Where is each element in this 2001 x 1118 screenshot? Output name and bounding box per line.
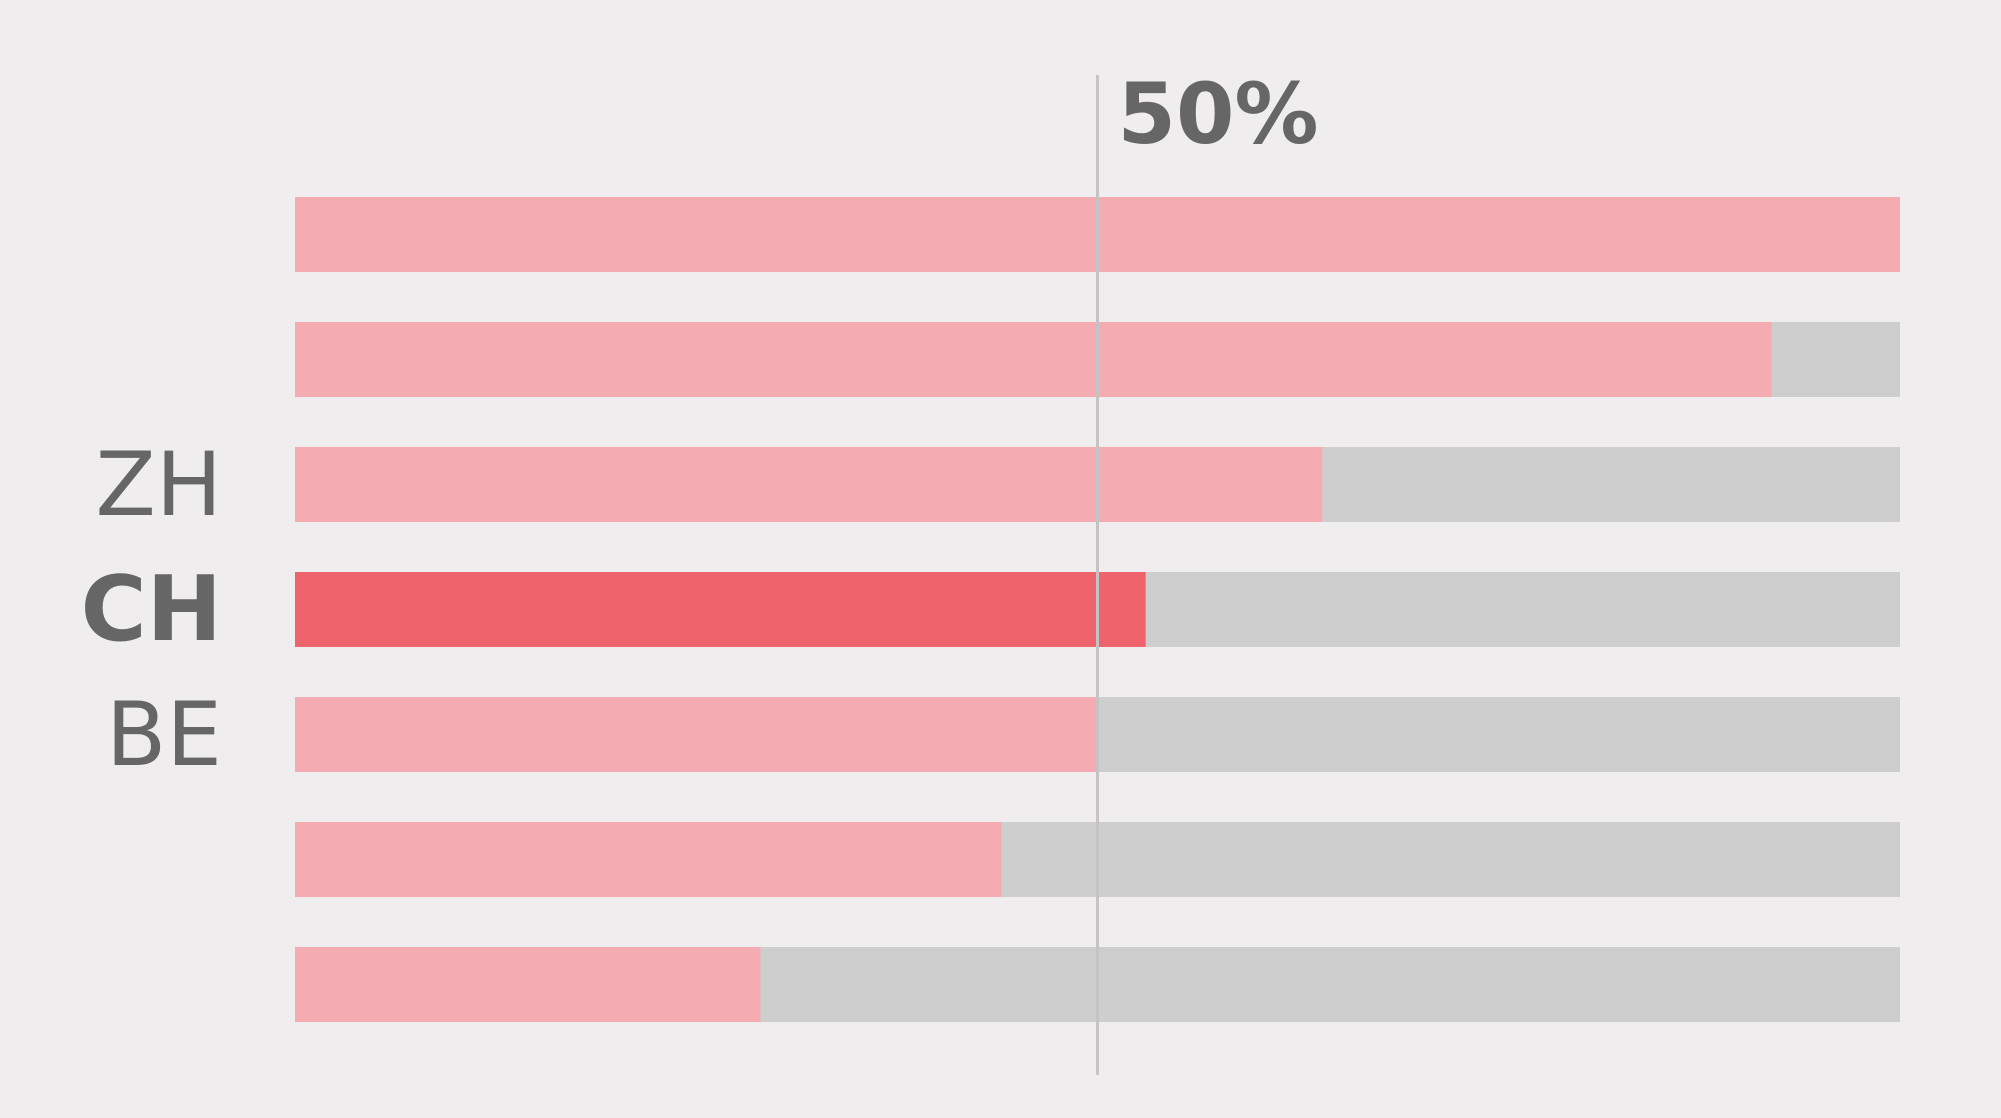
bar-highlight bbox=[295, 572, 1146, 647]
row-label-zh: ZH bbox=[96, 433, 222, 536]
row-label-be: BE bbox=[106, 683, 222, 786]
bar bbox=[295, 322, 1772, 397]
bar bbox=[295, 822, 1002, 897]
bar bbox=[295, 447, 1323, 522]
bar bbox=[295, 697, 1098, 772]
bar bbox=[295, 947, 761, 1022]
row-label-ch: CH bbox=[81, 557, 222, 662]
reference-line-label: 50% bbox=[1118, 65, 1319, 163]
row-labels-group: ZH CH BE bbox=[81, 433, 222, 786]
